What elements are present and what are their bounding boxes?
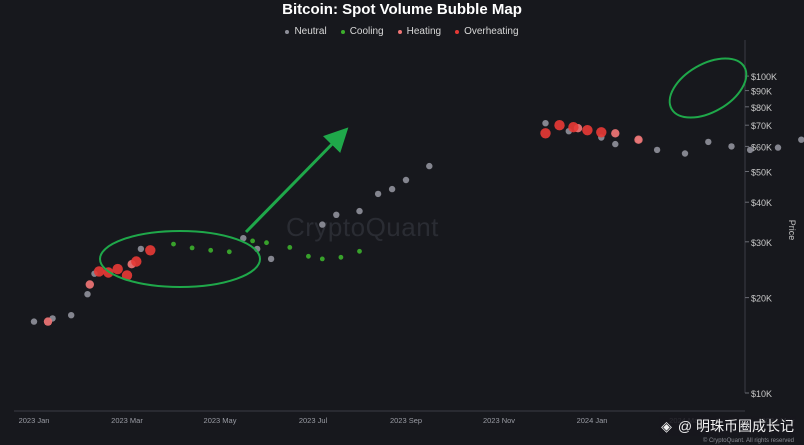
x-tick-label: 2023 Sep: [390, 416, 422, 425]
data-point-overheating[interactable]: [582, 125, 593, 136]
annotation-ellipse-cooling-2024: [668, 57, 748, 119]
data-point-overheating[interactable]: [131, 256, 142, 267]
y-tick-label: $80K: [751, 103, 772, 113]
data-point-neutral[interactable]: [798, 136, 804, 143]
data-point-neutral[interactable]: [356, 207, 363, 215]
data-point-cooling[interactable]: [306, 253, 311, 259]
channel-watermark-text: @ 明珠币圈成长记: [677, 418, 794, 434]
series-neutral: [30, 120, 804, 325]
data-point-overheating[interactable]: [540, 128, 551, 139]
data-point-overheating[interactable]: [93, 266, 105, 277]
x-tick-label: 2023 Mar: [111, 416, 143, 425]
legend: Neutral Cooling Heating Overheating: [0, 26, 804, 37]
data-point-neutral[interactable]: [426, 162, 433, 170]
copyright-text: © CryptoQuant. All rights reserved: [702, 438, 794, 444]
data-point-neutral[interactable]: [653, 146, 661, 154]
y-tick-label: $100K: [751, 72, 777, 82]
annotation-ellipse-cooling-2023: [99, 230, 261, 288]
binance-diamond-icon: ◈: [661, 417, 672, 434]
data-point-neutral[interactable]: [774, 144, 782, 151]
data-point-cooling[interactable]: [208, 247, 214, 253]
x-tick-label: 2023 Jul: [299, 416, 328, 425]
data-point-overheating[interactable]: [596, 127, 607, 138]
data-point-neutral[interactable]: [267, 255, 275, 263]
data-points: [30, 120, 804, 326]
data-point-neutral[interactable]: [746, 146, 754, 154]
legend-item-heating[interactable]: Heating: [397, 26, 442, 37]
y-axis-title: Price: [787, 220, 797, 241]
data-point-cooling[interactable]: [287, 245, 293, 250]
y-tick-label: $40K: [751, 198, 772, 208]
legend-marker-cooling: [340, 29, 345, 34]
legend-marker-overheating: [455, 29, 460, 34]
annotation-arrow-up: [244, 127, 349, 234]
data-point-neutral[interactable]: [728, 143, 735, 150]
legend-label-cooling: Cooling: [349, 26, 384, 37]
data-point-cooling[interactable]: [357, 248, 362, 254]
channel-watermark: ◈ @ 明珠币圈成长记: [659, 416, 796, 436]
x-tick-label: 2023 Jan: [19, 416, 50, 425]
data-point-neutral[interactable]: [374, 190, 382, 198]
data-point-cooling[interactable]: [250, 238, 256, 244]
data-point-neutral[interactable]: [681, 150, 689, 157]
series-overheating: [93, 120, 607, 281]
legend-label-heating: Heating: [406, 26, 442, 37]
data-point-heating[interactable]: [611, 129, 620, 138]
data-point-heating[interactable]: [43, 317, 53, 326]
y-tick-label: $70K: [751, 121, 772, 131]
data-point-cooling[interactable]: [319, 256, 325, 262]
data-point-neutral[interactable]: [612, 140, 619, 148]
annotations: [99, 57, 748, 288]
y-tick-label: $30K: [751, 238, 772, 248]
x-tick-label: 2024 Jan: [577, 416, 608, 425]
data-point-overheating[interactable]: [121, 270, 133, 281]
data-point-neutral[interactable]: [388, 185, 396, 193]
legend-label-overheating: Overheating: [464, 26, 519, 37]
series-cooling: [171, 238, 362, 262]
legend-item-cooling[interactable]: Cooling: [340, 26, 384, 37]
data-point-neutral[interactable]: [137, 245, 145, 253]
legend-item-neutral[interactable]: Neutral: [285, 26, 327, 37]
data-point-neutral[interactable]: [319, 221, 326, 228]
legend-marker-neutral: [285, 29, 290, 34]
chart-title: Bitcoin: Spot Volume Bubble Map: [282, 1, 522, 18]
data-point-cooling[interactable]: [264, 240, 269, 246]
data-point-neutral[interactable]: [402, 176, 410, 184]
data-point-neutral[interactable]: [542, 120, 549, 127]
data-point-overheating[interactable]: [554, 120, 565, 131]
x-tick-label: 2023 Nov: [483, 416, 515, 425]
data-point-overheating[interactable]: [568, 122, 579, 133]
y-tick-label: $20K: [751, 294, 772, 304]
data-point-cooling[interactable]: [189, 245, 195, 251]
x-tick-label: 2023 May: [204, 416, 237, 425]
data-point-neutral[interactable]: [705, 138, 712, 146]
data-point-cooling[interactable]: [171, 241, 176, 247]
legend-item-overheating[interactable]: Overheating: [455, 26, 519, 37]
legend-marker-heating: [397, 29, 402, 34]
data-point-heating[interactable]: [85, 280, 95, 289]
series-heating: [43, 124, 643, 326]
data-point-overheating[interactable]: [112, 263, 123, 275]
data-point-neutral[interactable]: [84, 291, 91, 298]
y-tick-label: $90K: [751, 87, 772, 97]
data-point-cooling[interactable]: [338, 254, 344, 260]
y-tick-label: $50K: [751, 168, 772, 178]
data-point-neutral[interactable]: [240, 235, 247, 242]
y-tick-label: $60K: [751, 142, 772, 152]
y-tick-label: $10K: [751, 389, 772, 399]
data-point-overheating[interactable]: [145, 245, 156, 256]
data-point-neutral[interactable]: [333, 211, 340, 218]
data-point-heating[interactable]: [634, 135, 643, 144]
data-point-cooling[interactable]: [226, 249, 232, 255]
legend-label-neutral: Neutral: [294, 26, 327, 37]
data-point-neutral[interactable]: [30, 318, 38, 325]
data-point-neutral[interactable]: [68, 312, 75, 319]
y-axis: $100K $90K $80K $70K $60K $50K $40K $30K $20K $10…: [744, 40, 777, 399]
